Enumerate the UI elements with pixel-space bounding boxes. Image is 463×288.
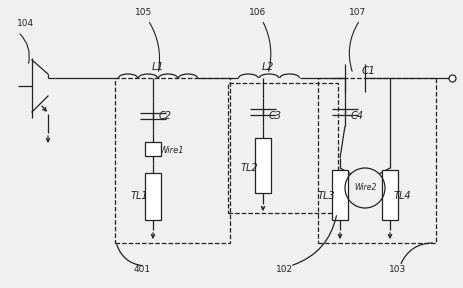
Text: TL1: TL1 bbox=[131, 191, 148, 201]
Text: 107: 107 bbox=[349, 8, 366, 17]
Text: 105: 105 bbox=[135, 8, 152, 17]
Text: L1: L1 bbox=[151, 62, 164, 72]
Text: Wire1: Wire1 bbox=[159, 145, 183, 154]
Text: C3: C3 bbox=[269, 111, 282, 121]
Text: TL3: TL3 bbox=[317, 191, 335, 201]
Bar bbox=[144, 142, 161, 156]
Bar bbox=[144, 173, 161, 220]
Bar bbox=[255, 138, 270, 193]
Bar bbox=[115, 78, 230, 243]
Text: TL2: TL2 bbox=[240, 163, 258, 173]
Bar bbox=[227, 83, 337, 213]
Text: 106: 106 bbox=[249, 8, 266, 17]
Text: 401: 401 bbox=[133, 265, 150, 274]
Text: Wire2: Wire2 bbox=[353, 183, 375, 192]
Bar bbox=[381, 170, 397, 220]
Text: 104: 104 bbox=[17, 19, 34, 28]
Bar bbox=[332, 170, 347, 220]
Bar bbox=[317, 78, 435, 243]
Text: 102: 102 bbox=[276, 265, 293, 274]
Text: 103: 103 bbox=[388, 265, 406, 274]
Text: L2: L2 bbox=[261, 62, 274, 72]
Text: C4: C4 bbox=[350, 111, 363, 121]
Text: TL4: TL4 bbox=[393, 191, 411, 201]
Text: C1: C1 bbox=[361, 66, 375, 76]
Text: C2: C2 bbox=[159, 111, 172, 121]
